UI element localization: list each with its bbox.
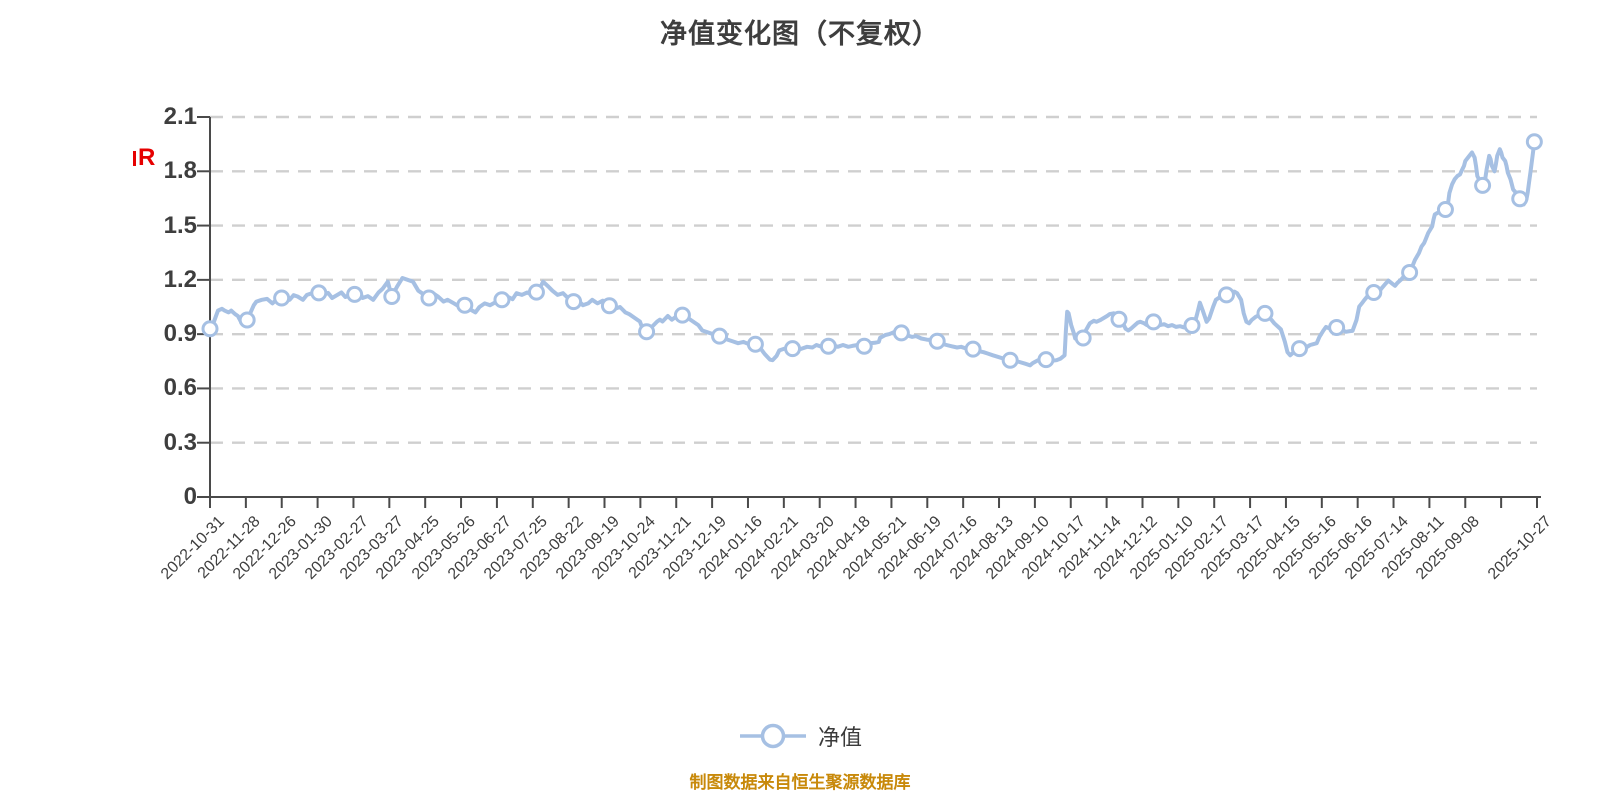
data-point-marker [527,283,545,301]
data-point-marker [784,340,802,358]
data-point-marker [1436,200,1454,218]
data-point-marker [1401,263,1419,281]
y-axis-label: 2.1 [163,103,197,130]
data-point-marker [892,324,910,342]
red-bar-icon [133,150,136,166]
data-point-marker [711,327,729,345]
data-point-marker [1511,190,1529,208]
data-point-marker [1256,304,1274,322]
data-point-marker [238,311,256,329]
data-point-marker [201,320,219,338]
data-point-marker [1183,316,1201,334]
y-axis-label: 1.5 [163,211,197,239]
data-point-marker [600,297,618,315]
data-source-note: 制图数据来自恒生聚源数据库 [689,773,911,792]
y-axis-label: 0.9 [163,320,197,348]
data-point-marker [1474,176,1492,194]
data-point-marker [1144,313,1162,331]
red-r-glyph: R [138,144,156,171]
data-point-marker [1365,284,1383,302]
legend-circle [760,723,786,749]
data-point-marker [420,289,438,307]
data-point-marker [928,332,946,350]
data-point-marker [1525,133,1543,151]
data-point-marker [383,288,401,306]
y-axis-label: 0.6 [163,374,197,402]
data-point-marker [1037,351,1055,369]
data-point-marker [819,337,837,355]
data-point-marker [855,337,873,355]
data-point-marker [964,340,982,358]
data-point-marker [638,323,656,341]
data-point-marker [310,284,328,302]
data-point-marker [346,285,364,303]
chart-title: 净值变化图（不复权） [660,19,940,49]
data-point-marker [1110,310,1128,328]
data-point-marker [1328,318,1346,336]
data-point-marker [1217,286,1235,304]
data-point-marker [565,293,583,311]
y-axis-label: 1.2 [163,265,197,293]
legend-line-marker-icon [739,723,806,749]
data-point-marker [456,296,474,314]
data-point-marker [493,291,511,309]
data-point-marker [1290,340,1308,358]
y-axis-label: 0.3 [163,428,197,456]
y-axis-label: 1.8 [163,157,197,185]
data-point-marker [746,335,764,353]
data-point-marker [1001,351,1019,369]
y-axis-label: 0 [183,483,197,510]
red-r-marker: R [133,144,155,172]
data-point-marker [673,306,691,324]
legend-label: 净值 [817,725,862,750]
data-point-marker [273,289,291,307]
data-point-marker [1074,329,1092,347]
legend: 净值 [0,720,1600,752]
